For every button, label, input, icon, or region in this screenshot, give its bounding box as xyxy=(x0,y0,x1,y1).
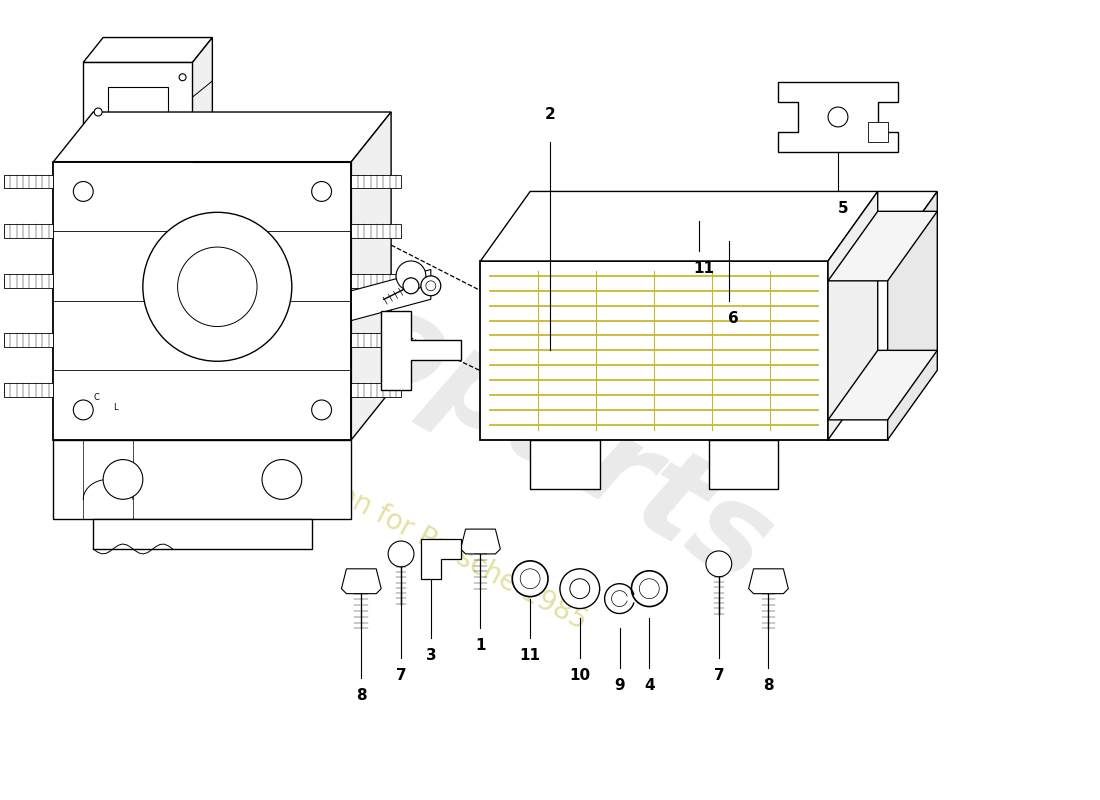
Polygon shape xyxy=(481,261,828,440)
Circle shape xyxy=(403,278,419,294)
Circle shape xyxy=(388,541,414,567)
Polygon shape xyxy=(749,569,789,594)
Polygon shape xyxy=(192,38,212,162)
Circle shape xyxy=(74,400,94,420)
Circle shape xyxy=(639,578,659,598)
Polygon shape xyxy=(3,334,54,347)
Circle shape xyxy=(386,341,406,360)
Circle shape xyxy=(556,454,575,474)
Circle shape xyxy=(143,212,292,362)
Polygon shape xyxy=(84,38,212,62)
Polygon shape xyxy=(351,224,402,238)
Text: europarts: europarts xyxy=(133,159,792,610)
Polygon shape xyxy=(779,82,898,152)
Polygon shape xyxy=(3,274,54,288)
Polygon shape xyxy=(828,211,937,281)
Circle shape xyxy=(74,182,94,202)
Polygon shape xyxy=(351,174,402,189)
Text: 10: 10 xyxy=(569,668,591,683)
Text: 4: 4 xyxy=(644,678,654,693)
Circle shape xyxy=(498,329,542,372)
Circle shape xyxy=(684,206,714,236)
Text: 8: 8 xyxy=(356,688,366,703)
Polygon shape xyxy=(351,334,402,347)
Circle shape xyxy=(262,459,301,499)
Text: 11: 11 xyxy=(519,648,540,663)
Circle shape xyxy=(179,74,186,81)
Circle shape xyxy=(828,107,848,127)
Polygon shape xyxy=(828,191,937,261)
Circle shape xyxy=(631,571,668,606)
Circle shape xyxy=(426,281,436,290)
Polygon shape xyxy=(3,224,54,238)
Circle shape xyxy=(311,400,331,420)
Polygon shape xyxy=(481,191,878,261)
Polygon shape xyxy=(530,440,600,490)
Text: a passion for Porsche 1985: a passion for Porsche 1985 xyxy=(246,434,592,635)
Circle shape xyxy=(846,329,870,352)
Polygon shape xyxy=(94,519,311,549)
Polygon shape xyxy=(3,174,54,189)
Circle shape xyxy=(846,298,870,322)
Polygon shape xyxy=(461,529,500,554)
Circle shape xyxy=(570,578,590,598)
Circle shape xyxy=(692,214,706,228)
Circle shape xyxy=(311,182,331,202)
Circle shape xyxy=(560,569,600,609)
Circle shape xyxy=(421,276,441,296)
Polygon shape xyxy=(828,261,888,440)
Text: 1: 1 xyxy=(475,638,486,654)
Polygon shape xyxy=(351,274,402,288)
Circle shape xyxy=(95,108,102,116)
Polygon shape xyxy=(888,191,937,440)
Text: L: L xyxy=(113,403,118,412)
Text: 8: 8 xyxy=(763,678,773,693)
Polygon shape xyxy=(868,122,888,142)
Text: 2: 2 xyxy=(544,107,556,122)
Text: 7: 7 xyxy=(714,668,724,683)
Circle shape xyxy=(510,341,530,360)
Polygon shape xyxy=(54,440,351,519)
Circle shape xyxy=(513,561,548,597)
Text: 7: 7 xyxy=(396,668,406,683)
Circle shape xyxy=(103,459,143,499)
Text: 5: 5 xyxy=(837,202,848,216)
Text: 6: 6 xyxy=(728,310,739,326)
Polygon shape xyxy=(530,405,625,440)
Circle shape xyxy=(177,247,257,326)
Polygon shape xyxy=(3,383,54,397)
Polygon shape xyxy=(84,62,192,162)
Polygon shape xyxy=(54,162,351,440)
Polygon shape xyxy=(54,112,392,162)
Polygon shape xyxy=(421,539,461,578)
Circle shape xyxy=(846,378,870,402)
Circle shape xyxy=(520,569,540,589)
Polygon shape xyxy=(714,197,749,216)
Polygon shape xyxy=(341,569,382,594)
Polygon shape xyxy=(708,405,803,440)
Polygon shape xyxy=(382,310,461,390)
Circle shape xyxy=(706,551,732,577)
Polygon shape xyxy=(828,191,878,440)
Circle shape xyxy=(396,261,426,290)
Text: 3: 3 xyxy=(426,648,436,663)
Circle shape xyxy=(734,454,754,474)
Polygon shape xyxy=(351,270,431,321)
Text: 9: 9 xyxy=(614,678,625,693)
Text: 11: 11 xyxy=(693,261,714,276)
Text: C: C xyxy=(94,393,99,402)
Polygon shape xyxy=(708,440,779,490)
Polygon shape xyxy=(108,87,167,142)
Polygon shape xyxy=(828,350,937,420)
Polygon shape xyxy=(351,383,402,397)
Polygon shape xyxy=(351,112,392,440)
